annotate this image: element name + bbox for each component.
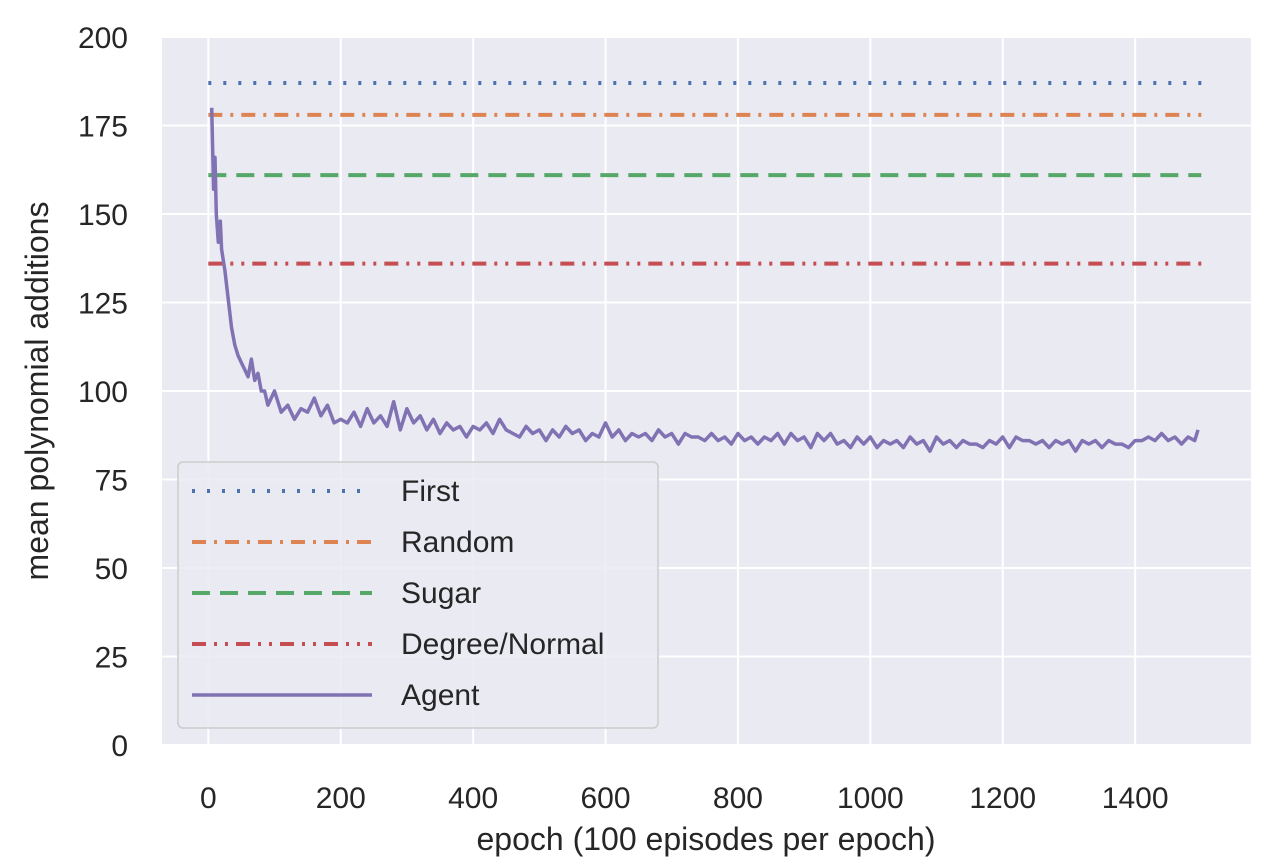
tick-labels: 0 200 400 600 800 1000 1200 1400 0 25 50 75 100 125 15…: [78, 22, 1169, 815]
legend-box: [177, 461, 659, 729]
y-tick-label: 150: [78, 199, 128, 232]
y-tick-label: 75: [95, 465, 128, 498]
y-tick-label: 100: [78, 376, 128, 409]
legend: First Random Sugar Degree/Normal Agent: [177, 461, 659, 729]
x-tick-label: 200: [316, 782, 366, 815]
x-tick-label: 400: [448, 782, 498, 815]
y-tick-label: 175: [78, 111, 128, 144]
x-axis-label: epoch (100 episodes per epoch): [477, 821, 936, 857]
y-tick-label: 125: [78, 288, 128, 321]
y-tick-label: 200: [78, 22, 128, 55]
legend-label: Degree/Normal: [401, 628, 604, 661]
y-tick-label: 0: [111, 730, 128, 763]
series-layer: [208, 81, 1202, 453]
y-axis-label: mean polynomial additions: [19, 202, 55, 581]
grid-lines: [162, 36, 1251, 746]
x-tick-label: 800: [713, 782, 763, 815]
x-tick-label: 600: [581, 782, 631, 815]
legend-label: First: [401, 475, 460, 508]
x-tick-label: 0: [200, 782, 217, 815]
x-tick-label: 1000: [837, 782, 904, 815]
x-tick-label: 1400: [1102, 782, 1169, 815]
legend-label: Agent: [401, 679, 480, 712]
y-tick-label: 25: [95, 642, 128, 675]
legend-label: Random: [401, 526, 514, 559]
x-tick-label: 1200: [969, 782, 1036, 815]
legend-label: Sugar: [401, 577, 481, 610]
y-tick-label: 50: [95, 553, 128, 586]
series-line-agent: [209, 107, 1200, 453]
